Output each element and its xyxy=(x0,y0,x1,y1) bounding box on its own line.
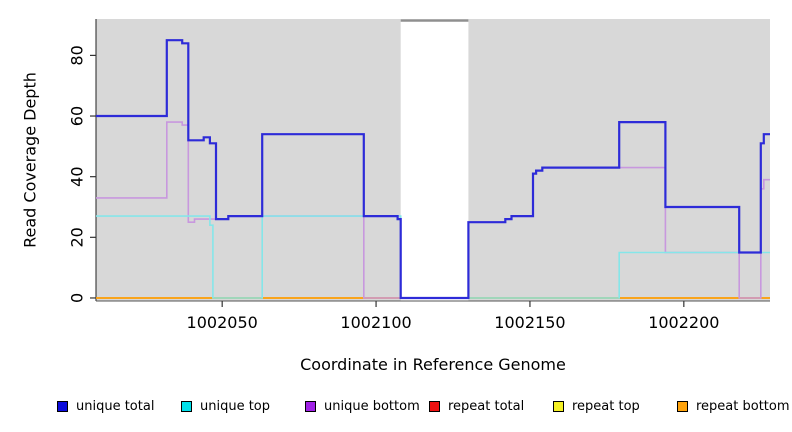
repeat-bottom-swatch-icon xyxy=(677,401,688,412)
repeat-total-swatch-icon xyxy=(429,401,440,412)
legend-item-repeat-top: repeat top xyxy=(553,399,677,414)
y-axis-title: Read Coverage Depth xyxy=(20,72,40,248)
y-tick-label: 60 xyxy=(68,106,87,126)
y-tick-label: 40 xyxy=(68,166,87,186)
legend-label: repeat total xyxy=(448,399,525,414)
series-unique-total-line xyxy=(96,39,770,300)
legend-item-unique-top: unique top xyxy=(181,399,305,414)
unique-top-swatch-icon xyxy=(181,401,192,412)
legend-label: unique top xyxy=(200,399,271,414)
x-tick-label: 1002150 xyxy=(494,313,565,332)
y-tick-label: 80 xyxy=(68,45,87,65)
legend-item-repeat-total: repeat total xyxy=(429,399,553,414)
x-axis-title: Coordinate in Reference Genome xyxy=(300,355,566,374)
legend-label: repeat bottom xyxy=(696,399,790,414)
x-tick-label: 1002100 xyxy=(340,313,411,332)
y-tick-label: 0 xyxy=(68,293,87,303)
repeat-top-swatch-icon xyxy=(553,401,564,412)
legend-label: unique total xyxy=(76,399,155,414)
legend-item-unique-total: unique total xyxy=(57,399,181,414)
legend-label: unique bottom xyxy=(324,399,420,414)
masked-region xyxy=(400,19,469,301)
legend-item-repeat-bottom: repeat bottom xyxy=(677,399,792,414)
coverage-chart: 0 20 40 60 80 1002050 1002100 1002150 1002200 xyxy=(68,19,770,332)
unique-total-swatch-icon xyxy=(57,401,68,412)
x-tick-label: 1002200 xyxy=(648,313,719,332)
legend-label: repeat top xyxy=(572,399,640,414)
y-tick-label: 20 xyxy=(68,227,87,247)
unique-bottom-swatch-icon xyxy=(305,401,316,412)
series-unique-top-line xyxy=(96,215,770,299)
legend: unique total unique top unique bottom re… xyxy=(57,399,792,414)
legend-item-unique-bottom: unique bottom xyxy=(305,399,429,414)
x-tick-label: 1002050 xyxy=(187,313,258,332)
